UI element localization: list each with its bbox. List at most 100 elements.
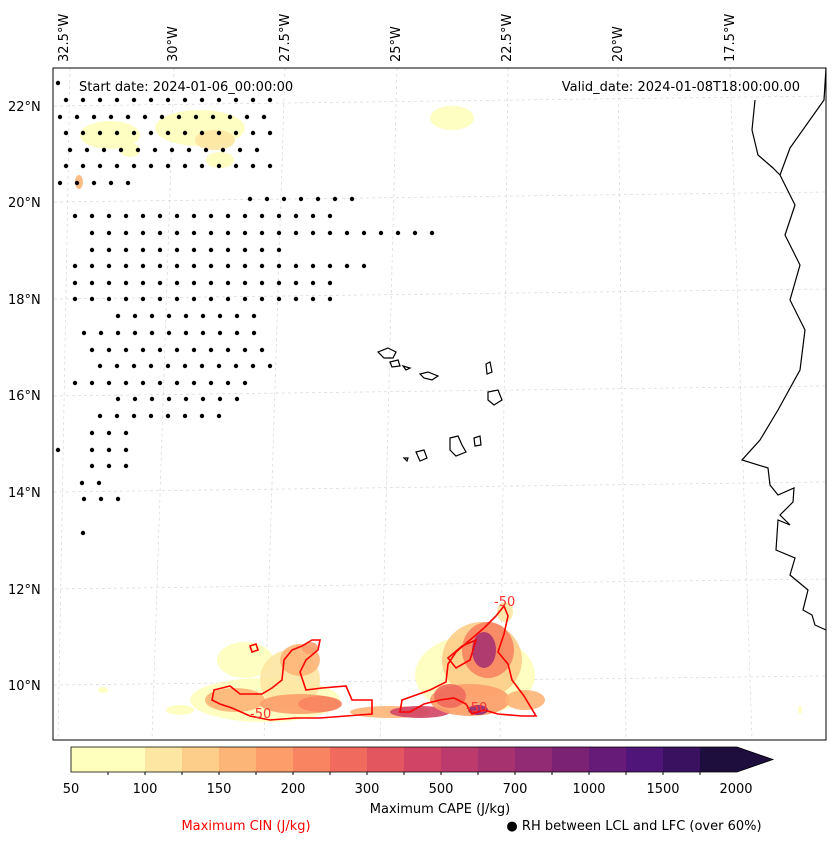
rh-dot bbox=[74, 180, 80, 186]
rh-dot bbox=[361, 263, 367, 269]
rh-dot bbox=[242, 263, 248, 269]
rh-dot bbox=[165, 163, 171, 169]
rh-dot bbox=[106, 247, 112, 253]
rh-dot bbox=[98, 496, 104, 502]
rh-dot bbox=[378, 230, 384, 236]
rh-dot bbox=[276, 230, 282, 236]
rh-dot bbox=[225, 230, 231, 236]
rh-dot bbox=[242, 213, 248, 219]
rh-dot bbox=[97, 130, 103, 136]
lat-label: 18°N bbox=[8, 293, 41, 308]
rh-dot bbox=[84, 147, 90, 153]
rh-dot bbox=[89, 280, 95, 286]
valid-date: Valid_date: 2024-01-08T18:00:00.00 bbox=[562, 80, 800, 95]
rh-dot bbox=[191, 263, 197, 269]
rh-dot bbox=[234, 396, 240, 402]
rh-dot bbox=[123, 430, 129, 436]
rh-dot bbox=[250, 97, 256, 103]
colorbar-swatch bbox=[515, 747, 553, 772]
rh-dot bbox=[89, 263, 95, 269]
rh-dot bbox=[250, 363, 256, 369]
rh-dot bbox=[97, 97, 103, 103]
rh-dot bbox=[74, 114, 80, 120]
rh-dot bbox=[220, 147, 226, 153]
rh-dot bbox=[264, 196, 270, 202]
rh-dot bbox=[148, 163, 154, 169]
rh-dot bbox=[183, 330, 189, 336]
colorbar-swatch bbox=[441, 747, 479, 772]
rh-dot bbox=[149, 313, 155, 319]
colorbar-outline bbox=[70, 746, 775, 773]
rh-dot bbox=[199, 413, 205, 419]
rh-dot bbox=[332, 196, 338, 202]
rh-dot bbox=[157, 230, 163, 236]
rh-dot bbox=[166, 396, 172, 402]
rh-dot bbox=[106, 347, 112, 353]
cape-blob bbox=[120, 143, 140, 157]
lon-label: 27.5°W bbox=[278, 14, 293, 62]
rh-dot bbox=[191, 380, 197, 386]
rh-dot bbox=[91, 180, 97, 186]
rh-dot bbox=[267, 163, 273, 169]
rh-dot bbox=[276, 247, 282, 253]
lon-label: 25°W bbox=[389, 26, 404, 62]
cape-blob bbox=[302, 642, 318, 654]
rh-dot bbox=[259, 213, 265, 219]
rh-dot bbox=[293, 213, 299, 219]
rh-dot bbox=[225, 280, 231, 286]
rh-dot bbox=[174, 247, 180, 253]
rh-dot bbox=[115, 396, 121, 402]
colorbar-swatch bbox=[367, 747, 405, 772]
colorbar-tick: 700 bbox=[502, 782, 528, 797]
rh-dot bbox=[157, 380, 163, 386]
rh-dot bbox=[191, 213, 197, 219]
cape-blob bbox=[298, 696, 342, 712]
rh-dot bbox=[165, 130, 171, 136]
rh-dot bbox=[183, 313, 189, 319]
rh-dot bbox=[166, 330, 172, 336]
rh-dot bbox=[106, 280, 112, 286]
rh-dot bbox=[227, 114, 233, 120]
colorbar-tick: 500 bbox=[428, 782, 454, 797]
rh-dot bbox=[298, 196, 304, 202]
colorbar-swatch bbox=[145, 747, 183, 772]
rh-dot bbox=[251, 330, 257, 336]
rh-dot bbox=[114, 363, 120, 369]
colorbar-swatch bbox=[219, 747, 257, 772]
rh-dot bbox=[293, 280, 299, 286]
rh-dot bbox=[97, 163, 103, 169]
rh-dot bbox=[242, 247, 248, 253]
rh-dot bbox=[233, 130, 239, 136]
lat-label: 10°N bbox=[8, 679, 41, 694]
rh-dot bbox=[115, 496, 121, 502]
rh-dot bbox=[344, 263, 350, 269]
rh-dot bbox=[165, 413, 171, 419]
cin-label-west: -50 bbox=[250, 707, 271, 722]
rh-dot bbox=[63, 97, 69, 103]
rh-dot bbox=[233, 363, 239, 369]
rh-dot bbox=[174, 230, 180, 236]
rh-dot bbox=[174, 296, 180, 302]
rh-dot bbox=[114, 97, 120, 103]
rh-dot bbox=[327, 213, 333, 219]
rh-dot bbox=[210, 114, 216, 120]
rh-dot bbox=[242, 347, 248, 353]
rh-dot bbox=[80, 163, 86, 169]
rh-dot bbox=[140, 230, 146, 236]
rh-dot bbox=[237, 147, 243, 153]
rh-dot bbox=[125, 114, 131, 120]
rh-dot bbox=[254, 147, 260, 153]
rh-dot bbox=[174, 213, 180, 219]
rh-dot bbox=[191, 247, 197, 253]
rh-dot bbox=[89, 347, 95, 353]
rh-dot bbox=[182, 363, 188, 369]
rh-dot bbox=[98, 330, 104, 336]
rh-dot bbox=[310, 213, 316, 219]
colorbar-swatch bbox=[293, 747, 331, 772]
colorbar-swatch bbox=[589, 747, 627, 772]
rh-dot bbox=[91, 114, 97, 120]
rh-dot bbox=[123, 213, 129, 219]
cape-blob bbox=[206, 152, 234, 168]
rh-dot bbox=[191, 230, 197, 236]
rh-dot bbox=[208, 380, 214, 386]
